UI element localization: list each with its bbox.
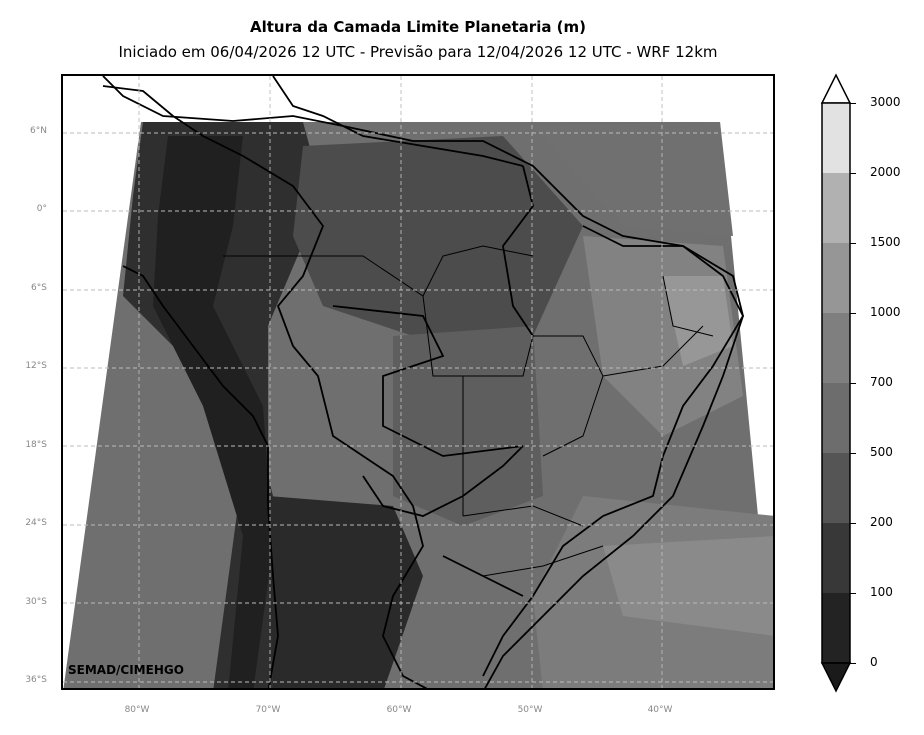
colorbar-tick (850, 173, 856, 174)
colorbar-label: 0 (870, 655, 878, 669)
pblh-field-atlantic-north (533, 122, 733, 236)
lon-label-40w: 40°W (647, 705, 673, 715)
coastline (102, 76, 744, 688)
pblh-field-atlantic-se (603, 536, 773, 636)
map-frame (61, 74, 775, 690)
colorbar-label: 500 (870, 445, 893, 459)
colorbar-segment (822, 453, 850, 523)
colorbar-label: 1000 (870, 305, 901, 319)
lat-label-36s: 36°S (25, 675, 47, 685)
map-canvas (63, 76, 773, 688)
colorbar-tick (850, 663, 856, 664)
colorbar (820, 73, 852, 693)
lat-label-0: 0° (36, 204, 47, 214)
lon-label-80w: 80°W (124, 705, 150, 715)
colorbar-tick (850, 313, 856, 314)
pblh-field-andes-core (153, 136, 273, 688)
colorbar-label: 2000 (870, 165, 901, 179)
colorbar-segment (822, 313, 850, 383)
lon-label-50w: 50°W (517, 705, 543, 715)
colorbar-segment (822, 103, 850, 173)
lat-label-18s: 18°S (25, 440, 47, 450)
pblh-field-northeast-light (663, 276, 733, 366)
colorbar-tick (850, 383, 856, 384)
colorbar-extend-min (820, 662, 852, 693)
lat-label-30s: 30°S (25, 597, 47, 607)
colorbar-label: 1500 (870, 235, 901, 249)
lon-label-60w: 60°W (386, 705, 412, 715)
colorbar-segment (822, 243, 850, 313)
colorbar-extend-max (820, 73, 852, 104)
colorbar-label: 200 (870, 515, 893, 529)
colorbar-tick (850, 453, 856, 454)
lat-label-6n: 6°N (30, 126, 47, 136)
colorbar-tick (850, 103, 856, 104)
colorbar-label: 100 (870, 585, 893, 599)
colorbar-tick (850, 593, 856, 594)
graticule (63, 76, 773, 688)
lat-label-12s: 12°S (25, 361, 47, 371)
colorbar-label: 700 (870, 375, 893, 389)
map-title: Altura da Camada Limite Planetaria (m) (249, 18, 587, 36)
credit-label: SEMAD/CIMEHGO (68, 663, 184, 677)
lat-label-6s: 6°S (31, 283, 47, 293)
lon-label-70w: 70°W (255, 705, 281, 715)
colorbar-tick (850, 243, 856, 244)
colorbar-segment (822, 383, 850, 453)
lat-label-24s: 24°S (25, 518, 47, 528)
colorbar-segment (822, 523, 850, 593)
pblh-field-central (393, 326, 543, 526)
colorbar-label: 3000 (870, 95, 901, 109)
state-borders (223, 245, 714, 577)
colorbar-segment (822, 593, 850, 663)
map-subtitle: Iniciado em 06/04/2026 12 UTC - Previsão… (118, 43, 718, 61)
colorbar-segment (822, 173, 850, 243)
colorbar-tick (850, 523, 856, 524)
